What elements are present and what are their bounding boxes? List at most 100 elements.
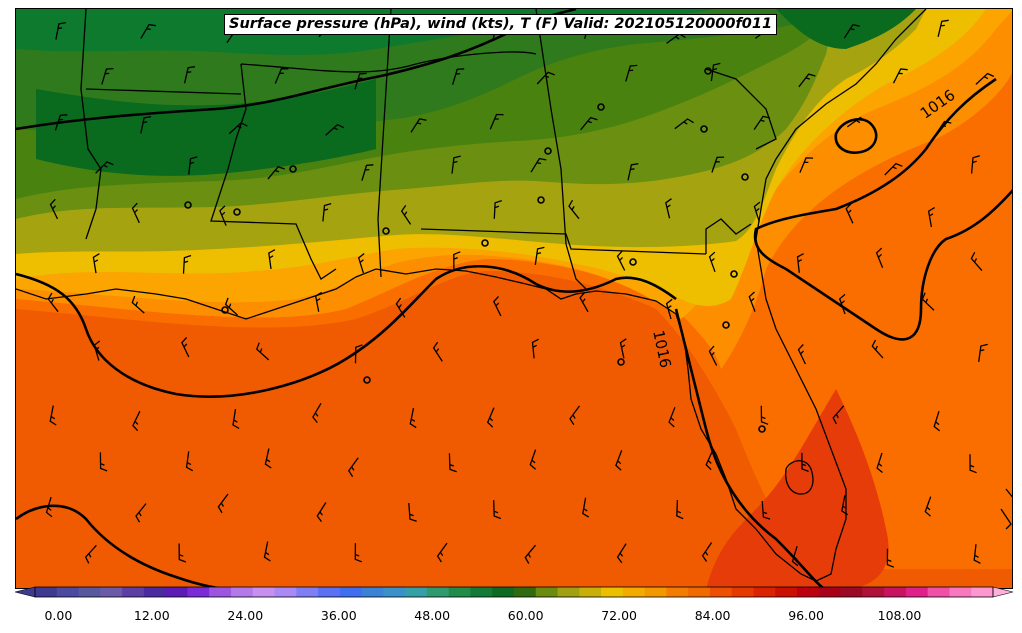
wind-barb	[798, 73, 816, 88]
wind-barb	[92, 253, 100, 274]
isobar	[834, 118, 878, 154]
station-marker	[704, 67, 712, 75]
wind-barb	[489, 113, 504, 130]
state-border	[535, 9, 567, 245]
colorbar-tick-label: 72.00	[601, 608, 637, 623]
wind-barb	[568, 199, 580, 220]
colorbar-cell	[209, 587, 232, 597]
station-marker	[722, 321, 730, 329]
wind-barb	[132, 410, 141, 432]
state-border	[85, 88, 242, 95]
colorbar-tick-label: 96.00	[788, 608, 824, 623]
state-border	[240, 51, 537, 73]
colorbar-cell	[514, 587, 537, 597]
station-marker	[289, 165, 297, 173]
wind-barb	[674, 118, 694, 130]
isobar	[753, 77, 1012, 341]
wind-barb	[256, 342, 270, 361]
wind-barb	[969, 454, 977, 474]
colorbar-cell	[143, 587, 167, 597]
wind-barb	[99, 452, 108, 472]
wind-barb	[264, 448, 272, 469]
wind-barb	[432, 341, 443, 362]
colorbar-cell	[862, 587, 885, 597]
wind-barb	[791, 546, 799, 567]
political-boundaries	[16, 9, 1012, 582]
wind-barb	[625, 64, 638, 82]
state-border	[80, 9, 102, 240]
wind-barb	[801, 452, 809, 473]
wind-barb	[357, 252, 365, 274]
wind-barb	[232, 408, 240, 429]
wind-barb	[219, 205, 227, 226]
colorbar-cell	[448, 587, 472, 597]
colorbar-cell	[927, 587, 951, 597]
colorbar-cell	[731, 587, 755, 597]
station-marker	[758, 425, 766, 433]
colorbar-cell	[797, 587, 820, 597]
wind-barb	[400, 205, 412, 225]
wind-barb	[884, 162, 903, 176]
wind-barb	[224, 297, 238, 316]
wind-barb	[49, 198, 59, 220]
wind-barb	[354, 344, 363, 364]
wind-barb	[84, 544, 97, 564]
wind-barb	[797, 344, 806, 365]
wind-barb	[448, 453, 457, 473]
wind-barb	[665, 298, 673, 320]
temperature-field	[16, 9, 1012, 588]
wind-barb	[408, 503, 417, 522]
state-border	[565, 243, 587, 290]
colorbar-cell	[405, 587, 428, 597]
wind-barb	[970, 155, 980, 174]
colorbar-cell	[818, 587, 842, 597]
wind-barb	[569, 405, 581, 426]
colorbar-cell	[339, 587, 363, 597]
wind-barb	[410, 118, 427, 133]
colorbar-cell	[383, 587, 406, 597]
lake-okeechobee	[785, 460, 814, 495]
colorbar-tick-label: 84.00	[694, 608, 731, 623]
colorbar-cell	[775, 587, 798, 597]
wind-barb	[93, 340, 101, 361]
wind-barb	[841, 495, 849, 516]
wind-barb	[140, 23, 157, 39]
colorbar-cell	[470, 587, 493, 597]
wind-barb	[761, 501, 771, 520]
wind-barb	[937, 19, 949, 37]
station-marker	[481, 239, 489, 247]
wind-barb	[711, 156, 725, 173]
wind-barb	[263, 541, 271, 562]
wind-barb	[47, 292, 59, 313]
wind-barbs	[45, 19, 995, 568]
wind-barb	[493, 500, 502, 520]
colorbar-cell	[361, 587, 384, 597]
wind-barb	[493, 199, 503, 219]
wind-barb	[395, 297, 406, 318]
colorbar-cell	[905, 587, 929, 597]
wind-barb	[701, 542, 713, 562]
station-marker	[544, 147, 552, 155]
wind-barb	[529, 449, 537, 470]
colorbar-cell	[579, 587, 602, 597]
wind-barb	[708, 251, 716, 273]
colorbar-cell	[296, 587, 319, 597]
wind-barb	[268, 249, 276, 270]
colorbar-cell	[644, 587, 668, 597]
wind-barb	[322, 202, 332, 222]
wind-barb	[924, 496, 932, 517]
wind-barb	[530, 157, 547, 173]
colorbar-cell	[688, 587, 711, 597]
colorbar-cell	[165, 587, 189, 597]
wind-barb	[409, 407, 417, 429]
state-border	[210, 63, 337, 280]
colorbar-cell	[35, 587, 58, 597]
colorbar-cell	[274, 587, 297, 597]
wind-barb	[615, 450, 623, 471]
wind-barb	[973, 544, 981, 564]
wind-barb	[451, 68, 465, 85]
wind-barb	[933, 411, 941, 432]
wind-barb	[54, 114, 68, 131]
wind-barb	[843, 23, 860, 39]
wind-barb	[799, 157, 814, 173]
